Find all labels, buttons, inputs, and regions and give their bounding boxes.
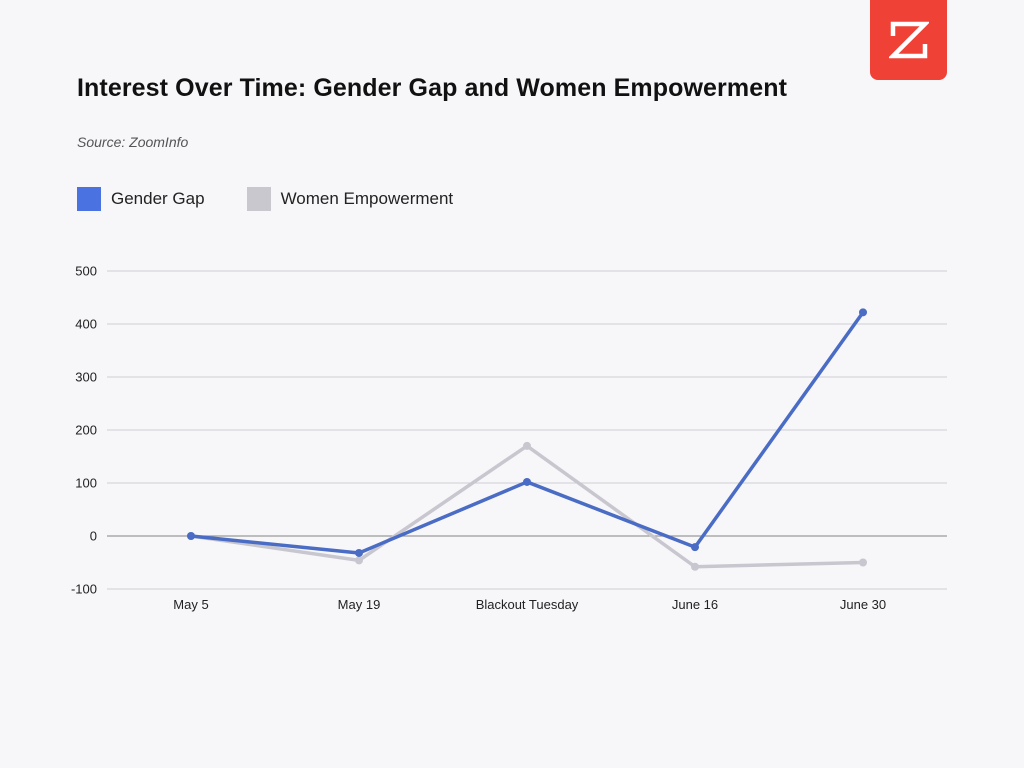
y-tick-label: 0 (90, 529, 97, 544)
series-line-gender-gap (189, 310, 865, 555)
data-point-women-empowerment (859, 558, 867, 567)
y-tick-label: 200 (75, 423, 97, 438)
x-tick-label: May 5 (173, 597, 208, 612)
data-point-women-empowerment (355, 556, 363, 565)
x-tick-label: June 16 (672, 597, 718, 612)
legend-label-gender-gap: Gender Gap (111, 189, 205, 208)
zoominfo-z-logo-icon (888, 21, 929, 59)
data-point-gender-gap (691, 543, 699, 552)
page-title: Interest Over Time: Gender Gap and Women… (77, 74, 787, 102)
y-tick-label: 300 (75, 370, 97, 385)
legend-swatch-women-empowerment (246, 187, 271, 211)
data-point-gender-gap (859, 308, 867, 317)
x-tick-label: June 30 (840, 597, 886, 612)
chart-legend: Gender Gap Women Empowerment (77, 186, 495, 212)
data-point-women-empowerment (523, 441, 531, 450)
series-line-women-empowerment (189, 444, 865, 569)
data-point-gender-gap (355, 548, 363, 557)
y-tick-label: 500 (75, 264, 97, 279)
y-tick-label: 400 (75, 317, 97, 332)
legend-item-gender-gap: Gender Gap (77, 187, 205, 211)
data-point-gender-gap (187, 532, 195, 540)
y-tick-label: -100 (71, 582, 97, 597)
x-tick-label: May 19 (338, 597, 381, 612)
zoominfo-logo (870, 0, 947, 80)
data-point-gender-gap (523, 477, 531, 486)
source-caption: Source: ZoomInfo (77, 134, 189, 150)
data-point-women-empowerment (691, 562, 699, 571)
legend-item-women-empowerment: Women Empowerment (246, 187, 454, 211)
y-tick-label: 100 (75, 476, 97, 491)
legend-label-women-empowerment: Women Empowerment (280, 189, 454, 208)
x-tick-label: Blackout Tuesday (476, 597, 579, 612)
legend-swatch-gender-gap (77, 187, 101, 211)
